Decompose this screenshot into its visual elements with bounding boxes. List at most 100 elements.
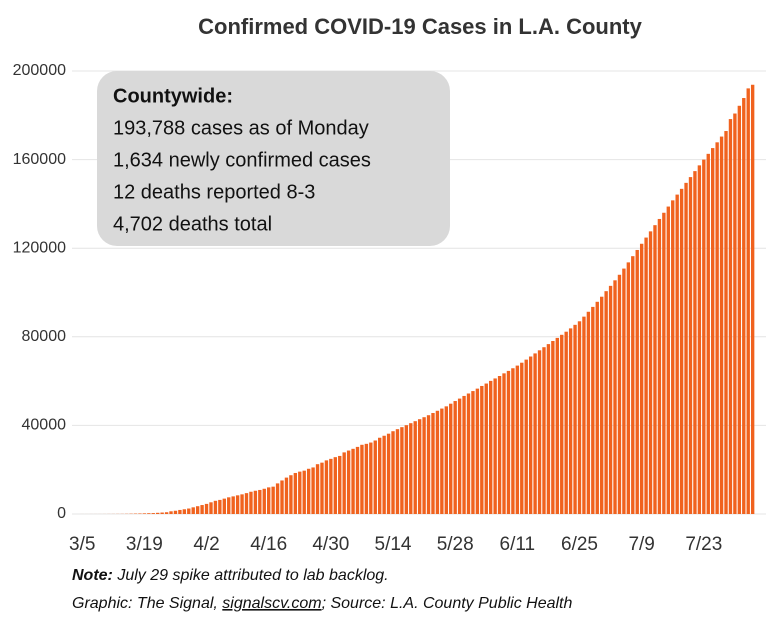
bar — [209, 502, 213, 514]
bar — [178, 509, 182, 514]
y-tick-label: 200000 — [13, 62, 66, 79]
link[interactable]: signalscv.com — [222, 595, 321, 612]
note: Note: July 29 spike attributed to lab ba… — [72, 567, 389, 584]
bar — [195, 506, 200, 514]
x-tick-label: 5/28 — [437, 534, 474, 555]
bar — [391, 431, 395, 514]
bar — [657, 218, 662, 514]
bar — [302, 470, 306, 514]
bar — [724, 131, 728, 515]
bar — [679, 188, 684, 514]
bar — [555, 337, 559, 514]
bar — [449, 403, 453, 514]
source-text: ; Source: L.A. County Public Health — [322, 595, 573, 612]
bar — [471, 391, 475, 514]
bar — [457, 398, 462, 514]
bar — [417, 419, 422, 514]
info-line: 1,634 newly confirmed cases — [113, 149, 371, 171]
bar — [413, 421, 417, 514]
bar — [537, 350, 542, 514]
bar — [324, 460, 329, 514]
bar — [511, 368, 515, 514]
bar — [662, 212, 666, 514]
x-tick-label: 4/30 — [312, 534, 349, 555]
credit: Graphic: The Signal, — [72, 595, 222, 612]
bar — [151, 513, 155, 514]
y-tick-label: 40000 — [22, 417, 67, 434]
bar — [329, 458, 333, 514]
bar — [750, 84, 755, 514]
bar — [520, 362, 524, 514]
bar — [484, 383, 488, 514]
bar — [262, 488, 266, 514]
bar — [675, 194, 679, 515]
bar — [475, 388, 480, 514]
bar — [395, 429, 400, 514]
bar — [271, 486, 275, 514]
bar — [466, 393, 471, 514]
bar — [169, 511, 173, 514]
bar — [293, 472, 298, 514]
bar — [346, 450, 351, 514]
bar — [364, 443, 369, 514]
source: Graphic: The Signal, signalscv.com; Sour… — [72, 595, 572, 612]
bar — [728, 119, 733, 515]
bar — [489, 380, 493, 514]
bar — [240, 494, 244, 514]
bar — [697, 165, 702, 514]
x-tick-label: 4/16 — [250, 534, 287, 555]
bar — [378, 437, 382, 514]
bar — [426, 415, 431, 514]
bar — [360, 444, 364, 514]
bar — [187, 508, 191, 514]
bar — [502, 373, 506, 514]
bar — [213, 500, 218, 514]
bar — [524, 359, 528, 514]
bar — [320, 462, 324, 514]
bar — [444, 406, 448, 514]
bar — [560, 334, 564, 514]
bar — [156, 512, 160, 514]
bar — [409, 423, 413, 514]
bar — [275, 483, 280, 514]
bar — [688, 177, 693, 514]
bar — [462, 395, 466, 514]
bar — [742, 98, 746, 514]
bar — [551, 341, 555, 514]
bar — [138, 513, 142, 514]
bar — [222, 498, 226, 514]
bar — [453, 401, 457, 514]
info-line: 4,702 deaths total — [113, 213, 272, 235]
bar — [235, 495, 240, 514]
x-tick-label: 6/11 — [500, 534, 536, 555]
bar — [737, 105, 742, 514]
bar — [586, 311, 591, 514]
bar — [635, 249, 639, 515]
bar — [653, 225, 657, 514]
bar — [382, 435, 386, 514]
bar — [338, 455, 342, 514]
bar — [733, 113, 737, 514]
bar — [577, 321, 582, 514]
bar — [591, 306, 595, 514]
bar — [244, 493, 249, 514]
bar — [422, 417, 426, 514]
bar — [639, 243, 644, 514]
x-tick-label: 4/2 — [193, 534, 219, 555]
bar — [528, 356, 533, 514]
bar — [506, 370, 511, 514]
bar — [164, 512, 169, 514]
bar — [284, 477, 289, 514]
bar — [147, 513, 151, 514]
bar — [227, 497, 231, 514]
y-tick-label: 80000 — [22, 328, 67, 345]
bar — [617, 274, 622, 514]
bar — [719, 136, 724, 514]
bar — [306, 468, 311, 514]
bar — [582, 316, 586, 514]
y-tick-label: 160000 — [13, 151, 66, 168]
bar — [253, 490, 258, 514]
bar — [182, 509, 187, 514]
bar — [493, 378, 497, 514]
